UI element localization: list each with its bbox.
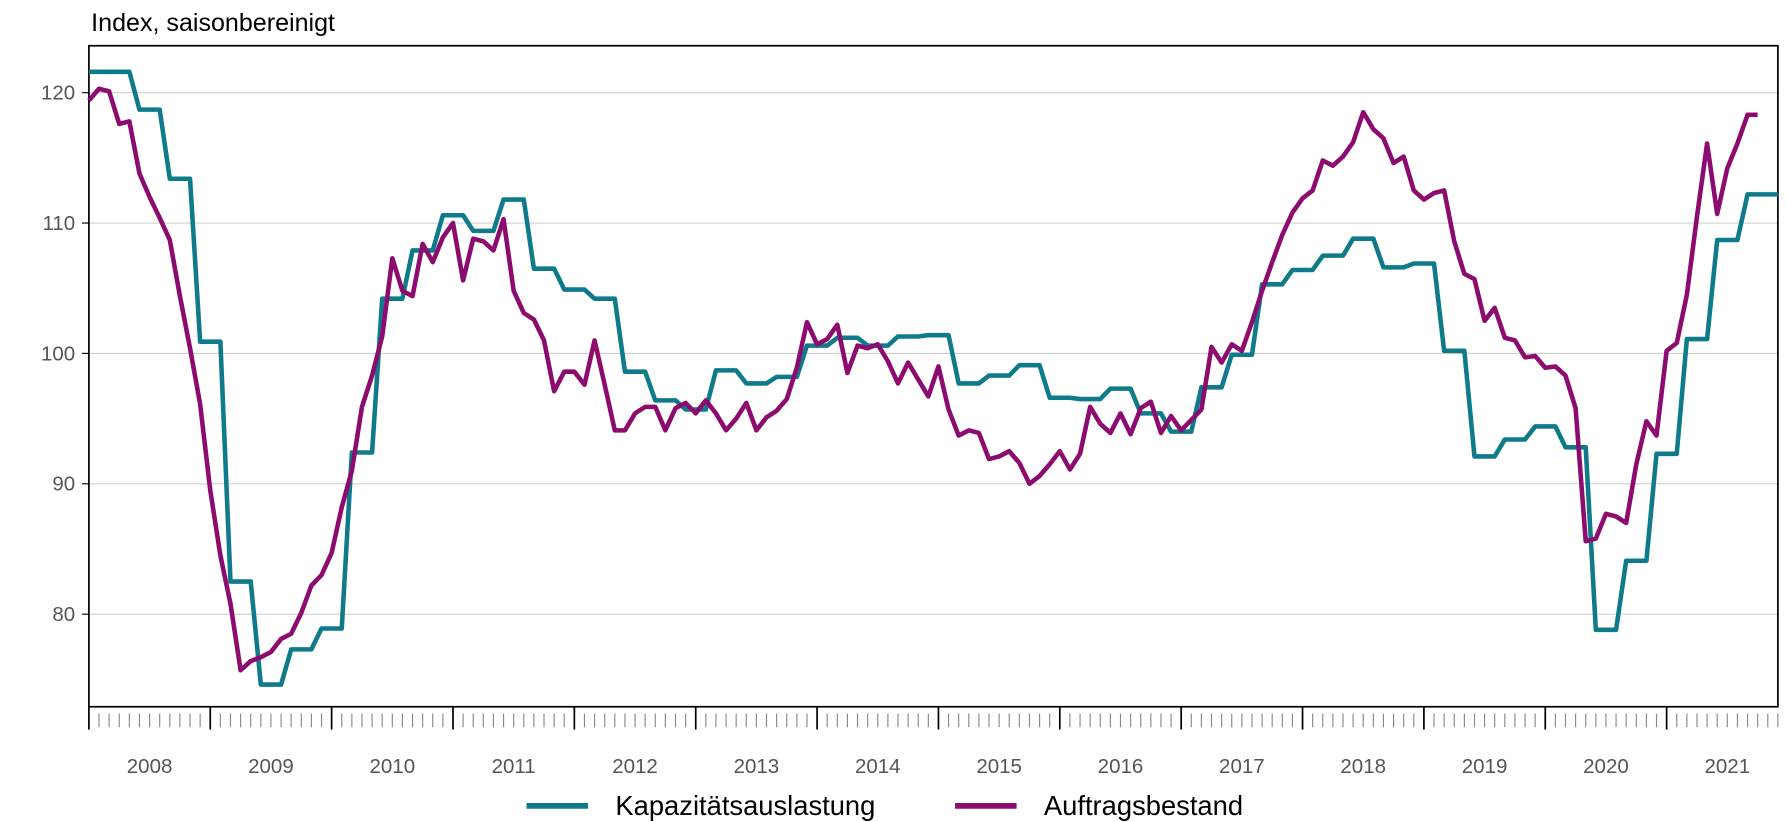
x-tick-label: 2020 bbox=[1583, 755, 1629, 778]
plot-frame bbox=[88, 44, 1779, 708]
x-tick-label: 2010 bbox=[370, 755, 416, 778]
x-tick-label: 2014 bbox=[855, 755, 901, 778]
y-tick-label: 90 bbox=[52, 473, 75, 496]
x-tick-label: 2017 bbox=[1219, 755, 1265, 778]
series-line bbox=[87, 86, 1758, 673]
legend-label: Auftragsbestand bbox=[1044, 790, 1243, 821]
x-tick-label: 2016 bbox=[1098, 755, 1144, 778]
x-tick-label: 2018 bbox=[1340, 755, 1386, 778]
x-tick-label: 2012 bbox=[612, 755, 658, 778]
y-tick-label: 110 bbox=[43, 212, 76, 235]
series-line bbox=[88, 69, 1778, 687]
legend-label: Kapazitätsauslastung bbox=[615, 790, 875, 821]
chart-title: Index, saisonbereinigt bbox=[91, 9, 335, 37]
y-tick-label: 100 bbox=[41, 342, 75, 365]
x-tick-label: 2011 bbox=[492, 755, 536, 778]
y-tick-label: 80 bbox=[52, 603, 75, 626]
x-tick-label: 2021 bbox=[1705, 755, 1751, 778]
x-tick-label: 2019 bbox=[1462, 755, 1508, 778]
x-tick-label: 2008 bbox=[127, 755, 173, 778]
x-tick-label: 2009 bbox=[248, 755, 294, 778]
x-tick-label: 2013 bbox=[734, 755, 780, 778]
x-tick-label: 2015 bbox=[976, 755, 1022, 778]
y-tick-label: 120 bbox=[41, 82, 75, 105]
